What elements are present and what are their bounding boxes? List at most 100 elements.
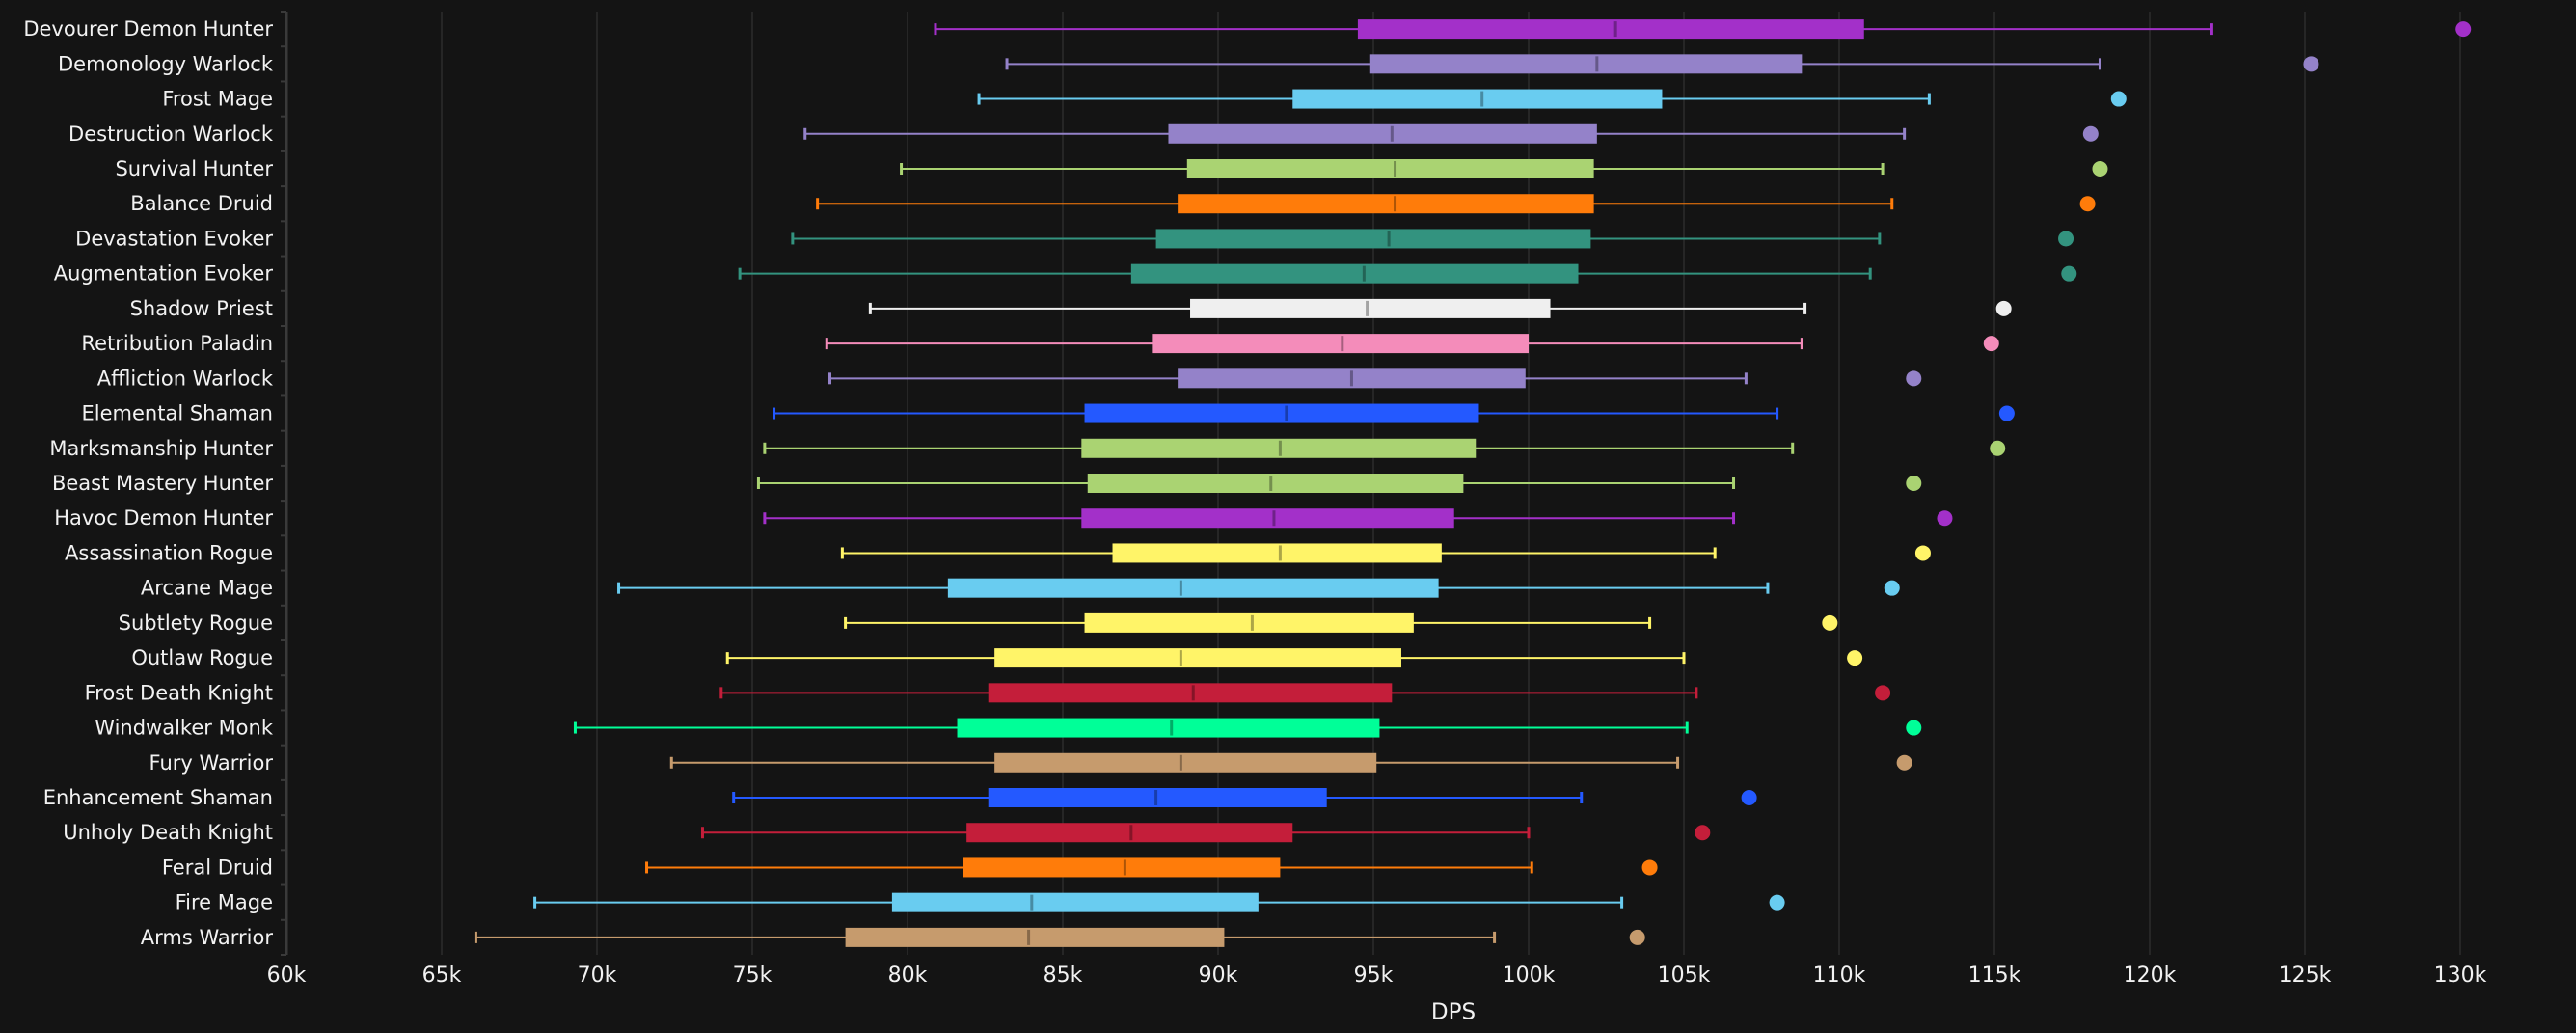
x-tick-label: 95k bbox=[1354, 964, 1394, 988]
iqr-box bbox=[1357, 19, 1864, 40]
box-row[interactable] bbox=[803, 123, 2099, 144]
box-row[interactable] bbox=[900, 159, 2108, 178]
y-axis bbox=[281, 11, 288, 956]
outlier-point bbox=[1937, 510, 1953, 527]
category-label: Survival Hunter bbox=[115, 157, 273, 180]
box-row[interactable] bbox=[756, 474, 1922, 493]
iqr-box bbox=[1186, 159, 1594, 178]
category-label: Frost Mage bbox=[162, 88, 273, 111]
box-row[interactable] bbox=[700, 823, 1711, 843]
box-row[interactable] bbox=[868, 298, 2012, 318]
x-tick-label: 110k bbox=[1813, 964, 1866, 988]
category-label: Devastation Evoker bbox=[75, 227, 273, 250]
iqr-box bbox=[966, 823, 1293, 843]
box-series bbox=[474, 19, 2472, 947]
box-row[interactable] bbox=[816, 194, 2096, 214]
x-tick-label: 70k bbox=[578, 964, 617, 988]
iqr-box bbox=[947, 578, 1439, 598]
category-label: Outlaw Rogue bbox=[131, 646, 273, 669]
category-label: Retribution Paladin bbox=[81, 332, 273, 355]
iqr-box bbox=[963, 857, 1281, 878]
category-labels: Devourer Demon Hunter Demonology Warlock F… bbox=[23, 17, 273, 949]
x-tick-label: 130k bbox=[2434, 964, 2487, 988]
outlier-point bbox=[1995, 300, 2012, 316]
category-label: Assassination Rogue bbox=[65, 541, 273, 564]
category-label: Feral Druid bbox=[162, 856, 273, 879]
outlier-point bbox=[1906, 720, 1922, 736]
iqr-box bbox=[1190, 298, 1551, 318]
outlier-point bbox=[1998, 405, 2015, 421]
box-row[interactable] bbox=[763, 438, 2006, 458]
outlier-point bbox=[1822, 614, 1838, 631]
box-row[interactable] bbox=[825, 334, 1999, 354]
iqr-box bbox=[1178, 194, 1594, 214]
box-row[interactable] bbox=[934, 19, 2472, 40]
x-tick-label: 90k bbox=[1199, 964, 1238, 988]
iqr-box bbox=[1084, 403, 1479, 423]
category-label: Arcane Mage bbox=[141, 577, 273, 600]
category-label: Windwalker Monk bbox=[95, 717, 274, 740]
box-row[interactable] bbox=[738, 263, 2077, 284]
iqr-box bbox=[988, 788, 1327, 807]
outlier-point bbox=[2061, 265, 2077, 282]
outlier-point bbox=[2455, 21, 2472, 38]
category-label: Balance Druid bbox=[130, 192, 273, 215]
iqr-box bbox=[1168, 123, 1597, 144]
category-label: Unholy Death Knight bbox=[63, 821, 273, 844]
x-tick-label: 120k bbox=[2124, 964, 2177, 988]
iqr-box bbox=[1369, 54, 1803, 74]
category-label: Subtlety Rogue bbox=[119, 612, 273, 635]
box-row[interactable] bbox=[645, 857, 1658, 878]
iqr-box bbox=[1081, 508, 1454, 529]
category-label: Elemental Shaman bbox=[82, 402, 273, 425]
outlier-point bbox=[1769, 894, 1785, 911]
category-label: Affliction Warlock bbox=[97, 367, 274, 390]
x-tick-label: 105k bbox=[1658, 964, 1711, 988]
box-row[interactable] bbox=[844, 612, 1838, 633]
box-row[interactable] bbox=[573, 718, 1922, 738]
box-row[interactable] bbox=[669, 752, 1912, 773]
box-row[interactable] bbox=[840, 543, 1931, 563]
outlier-point bbox=[1629, 929, 1645, 945]
box-row[interactable] bbox=[533, 892, 1785, 912]
box-row[interactable] bbox=[617, 578, 1900, 598]
box-row[interactable] bbox=[719, 683, 1891, 703]
outlier-point bbox=[1641, 859, 1658, 876]
iqr-box bbox=[1152, 334, 1529, 354]
outlier-point bbox=[2079, 196, 2096, 212]
x-tick-label: 80k bbox=[888, 964, 928, 988]
x-tick-label: 125k bbox=[2279, 964, 2332, 988]
iqr-box bbox=[994, 752, 1377, 773]
outlier-point bbox=[1847, 650, 1863, 666]
iqr-box bbox=[1112, 543, 1442, 563]
category-label: Arms Warrior bbox=[141, 926, 274, 949]
x-tick-label: 65k bbox=[422, 964, 462, 988]
box-row[interactable] bbox=[791, 229, 2074, 249]
box-row[interactable] bbox=[773, 403, 2015, 423]
outlier-point bbox=[1906, 476, 1922, 491]
x-tick-label: 60k bbox=[267, 964, 307, 988]
iqr-box bbox=[1130, 263, 1579, 284]
box-row[interactable] bbox=[763, 508, 1953, 529]
iqr-box bbox=[845, 927, 1225, 947]
box-row[interactable] bbox=[977, 89, 2127, 109]
iqr-box bbox=[988, 683, 1393, 703]
iqr-box bbox=[1081, 438, 1477, 458]
outlier-point bbox=[1884, 580, 1900, 596]
outlier-point bbox=[1741, 790, 1757, 805]
iqr-box bbox=[957, 718, 1380, 738]
outlier-point bbox=[2082, 125, 2099, 142]
box-row[interactable] bbox=[474, 927, 1645, 947]
outlier-point bbox=[1695, 825, 1711, 841]
category-label: Fire Mage bbox=[176, 891, 273, 914]
box-row[interactable] bbox=[732, 788, 1757, 807]
category-label: Beast Mastery Hunter bbox=[52, 472, 273, 495]
outlier-point bbox=[1896, 754, 1912, 771]
x-tick-label: 100k bbox=[1503, 964, 1556, 988]
box-row[interactable] bbox=[725, 648, 1863, 668]
box-row[interactable] bbox=[828, 368, 1922, 389]
category-label: Shadow Priest bbox=[130, 297, 273, 320]
outlier-point bbox=[1983, 336, 1999, 352]
box-row[interactable] bbox=[1005, 54, 2319, 74]
